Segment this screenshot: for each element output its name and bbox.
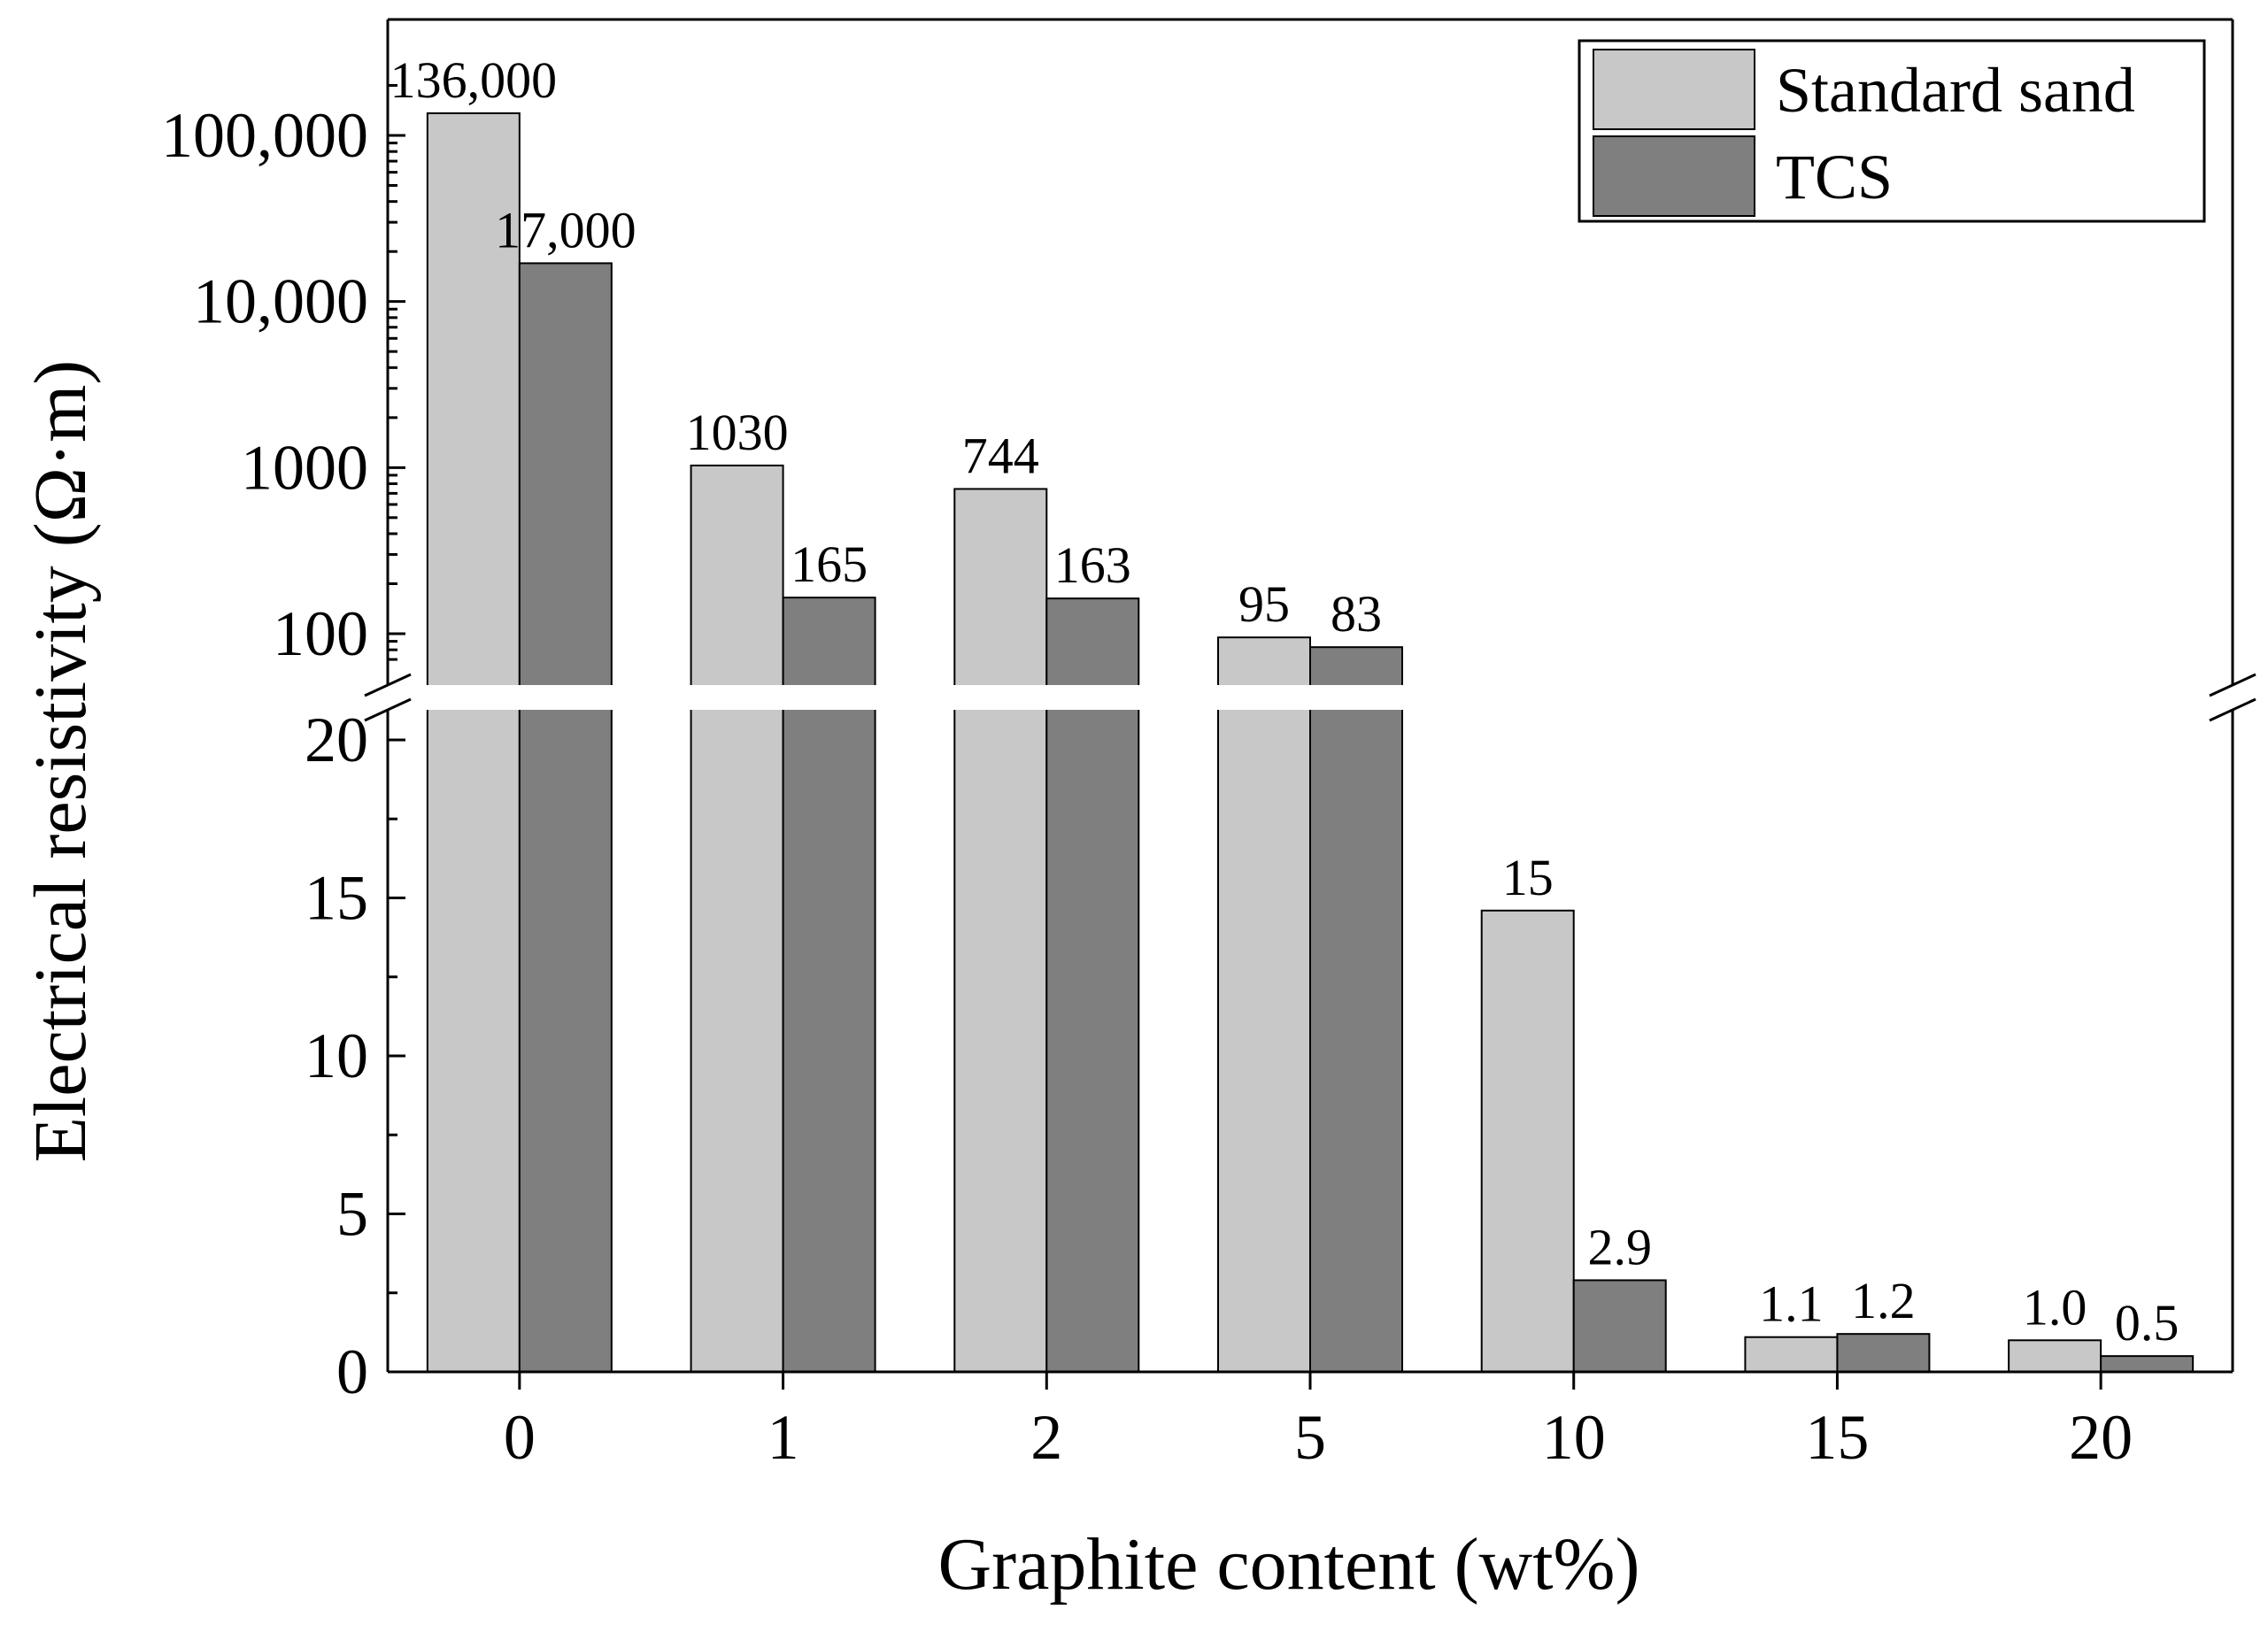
bar-tcs-2 [1045,597,1140,1373]
y-tick-label-100: 100 [273,598,368,669]
bar-tcs-20 [2100,1355,2195,1374]
data-label-standard-sand-0: 136,000 [390,51,558,109]
bar-standard-sand-5 [1217,636,1311,1373]
bar-tcs-1 [782,597,876,1373]
data-label-tcs-20: 0.5 [2115,1294,2179,1352]
bar-tcs-15 [1836,1333,1931,1374]
data-label-tcs-10: 2.9 [1587,1218,1652,1275]
axis-break-mark-right-bottom [2209,697,2256,722]
legend-swatch-tcs [1593,135,1755,217]
data-label-standard-sand-10: 15 [1502,849,1554,906]
y-tick-label-1000: 1000 [241,432,368,503]
data-label-tcs-0: 17,000 [495,201,636,258]
y-tick-label-10: 10 [305,1020,368,1091]
axis-break-mark-left-top [364,673,412,697]
legend: Standard sand TCS [1578,39,2206,223]
y-tick-label-0: 0 [336,1336,368,1407]
data-label-tcs-1: 165 [791,535,868,593]
x-axis-title: Graphite content (wt%) [937,1523,1639,1606]
bar-standard-sand-2 [953,488,1048,1373]
y-axis-title: Electrical resistivity (Ω·m) [19,360,102,1163]
x-ticks: 0 1 2 5 10 15 20 [504,1372,2133,1473]
y-tick-label-20: 20 [305,705,368,775]
axis-break-mark-left-bottom [364,697,412,722]
data-label-standard-sand-15: 1.1 [1759,1275,1824,1333]
data-label-tcs-15: 1.2 [1851,1272,1916,1329]
y-tick-label-5: 5 [336,1179,368,1250]
x-tick-label-10: 10 [1542,1402,1606,1473]
axis-break-gap [385,685,2235,710]
axis-break-mark-right-top [2209,673,2256,697]
x-tick-label-2: 2 [1030,1402,1062,1473]
bars [426,112,2195,1374]
x-tick-label-5: 5 [1294,1402,1326,1473]
y-ticks: 0 5 10 15 20 100 1000 10,000 100,000 [161,84,405,1407]
bar-tcs-0 [518,262,613,1374]
bar-standard-sand-20 [2008,1339,2102,1374]
y-tick-label-15: 15 [305,863,368,934]
data-labels: 136,000 17,000 1030 165 744 163 95 83 15 2.9 1.1 1.… [390,51,2179,1352]
bar-standard-sand-15 [1744,1336,1839,1373]
x-tick-label-1: 1 [768,1402,799,1473]
bar-standard-sand-0 [426,112,521,1373]
x-tick-label-15: 15 [1805,1402,1869,1473]
legend-swatch-standard-sand [1593,49,1755,130]
axis-break-band [385,685,2235,710]
bar-standard-sand-1 [690,464,784,1373]
data-label-tcs-2: 163 [1054,536,1131,594]
x-tick-label-20: 20 [2069,1402,2133,1473]
legend-label-standard-sand: Standard sand [1776,55,2135,126]
bar-tcs-5 [1309,646,1403,1373]
bar-tcs-10 [1572,1279,1667,1373]
data-label-standard-sand-5: 95 [1238,575,1290,633]
legend-label-tcs: TCS [1776,142,1893,212]
y-tick-label-10,000: 10,000 [193,266,368,337]
data-label-standard-sand-2: 744 [962,427,1039,484]
x-tick-label-0: 0 [504,1402,536,1473]
data-label-tcs-5: 83 [1331,585,1382,643]
data-label-standard-sand-20: 1.0 [2023,1278,2087,1336]
bar-standard-sand-10 [1480,909,1575,1373]
data-label-standard-sand-1: 1030 [686,404,789,461]
y-tick-label-100,000: 100,000 [161,100,368,171]
